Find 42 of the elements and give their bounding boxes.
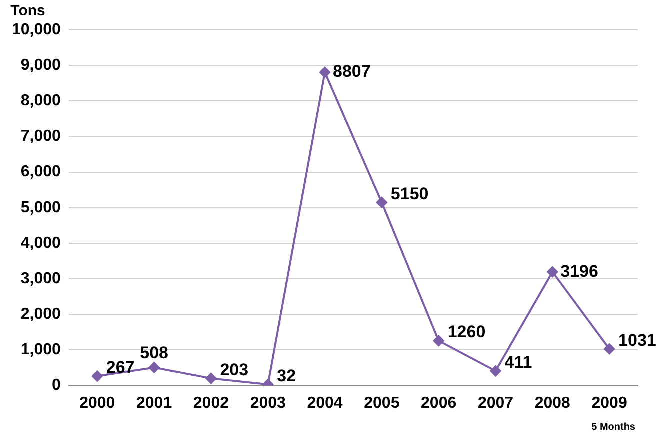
x-tick-label: 2001 xyxy=(136,394,172,412)
y-tick-label: 7,000 xyxy=(20,128,62,146)
x-tick-label: 2000 xyxy=(80,394,116,412)
y-axis-title: Tons xyxy=(10,2,46,20)
data-label: 8807 xyxy=(333,62,371,82)
data-label: 267 xyxy=(106,358,135,377)
y-tick-label: 4,000 xyxy=(20,234,62,252)
y-tick-label: 6,000 xyxy=(20,164,62,181)
data-label: 411 xyxy=(504,352,532,372)
x-tick-label: 2005 xyxy=(364,394,400,412)
x-tick-label: 2002 xyxy=(193,394,230,412)
x-tick-label: 2006 xyxy=(421,394,457,412)
point xyxy=(433,335,444,346)
x-tick-label: 2008 xyxy=(534,394,571,412)
data-label: 32 xyxy=(277,366,296,386)
x-tick-label: 2007 xyxy=(478,394,514,412)
y-tick-label: 5,000 xyxy=(20,199,62,216)
data-label: 5150 xyxy=(390,184,429,204)
point xyxy=(547,266,558,278)
data-label: 3196 xyxy=(560,262,598,281)
data-label: 508 xyxy=(140,343,168,362)
point xyxy=(320,66,331,78)
y-tick-label: 9,000 xyxy=(20,56,62,74)
point xyxy=(490,366,502,377)
data-label: 203 xyxy=(220,360,249,380)
point xyxy=(148,362,160,374)
text: 5 Months xyxy=(592,422,636,433)
point xyxy=(206,373,217,384)
point xyxy=(92,370,103,382)
x-tick-label: 2009 xyxy=(592,394,628,412)
x-tick-label: 2004 xyxy=(307,394,343,412)
y-tick-label: 1,000 xyxy=(20,342,62,359)
data-label: 1031 xyxy=(618,330,656,350)
x-tick-label: 2003 xyxy=(250,394,286,412)
y-tick-label: 2,000 xyxy=(20,306,62,324)
point xyxy=(604,344,616,355)
y-tick-label: 8,000 xyxy=(20,92,62,110)
y-tick-label: 3,000 xyxy=(20,270,62,288)
y-tick-label: 10,000 xyxy=(12,21,62,38)
y-tick-label: 0 xyxy=(52,377,62,394)
data-label: 1260 xyxy=(448,322,486,342)
point xyxy=(376,197,388,208)
